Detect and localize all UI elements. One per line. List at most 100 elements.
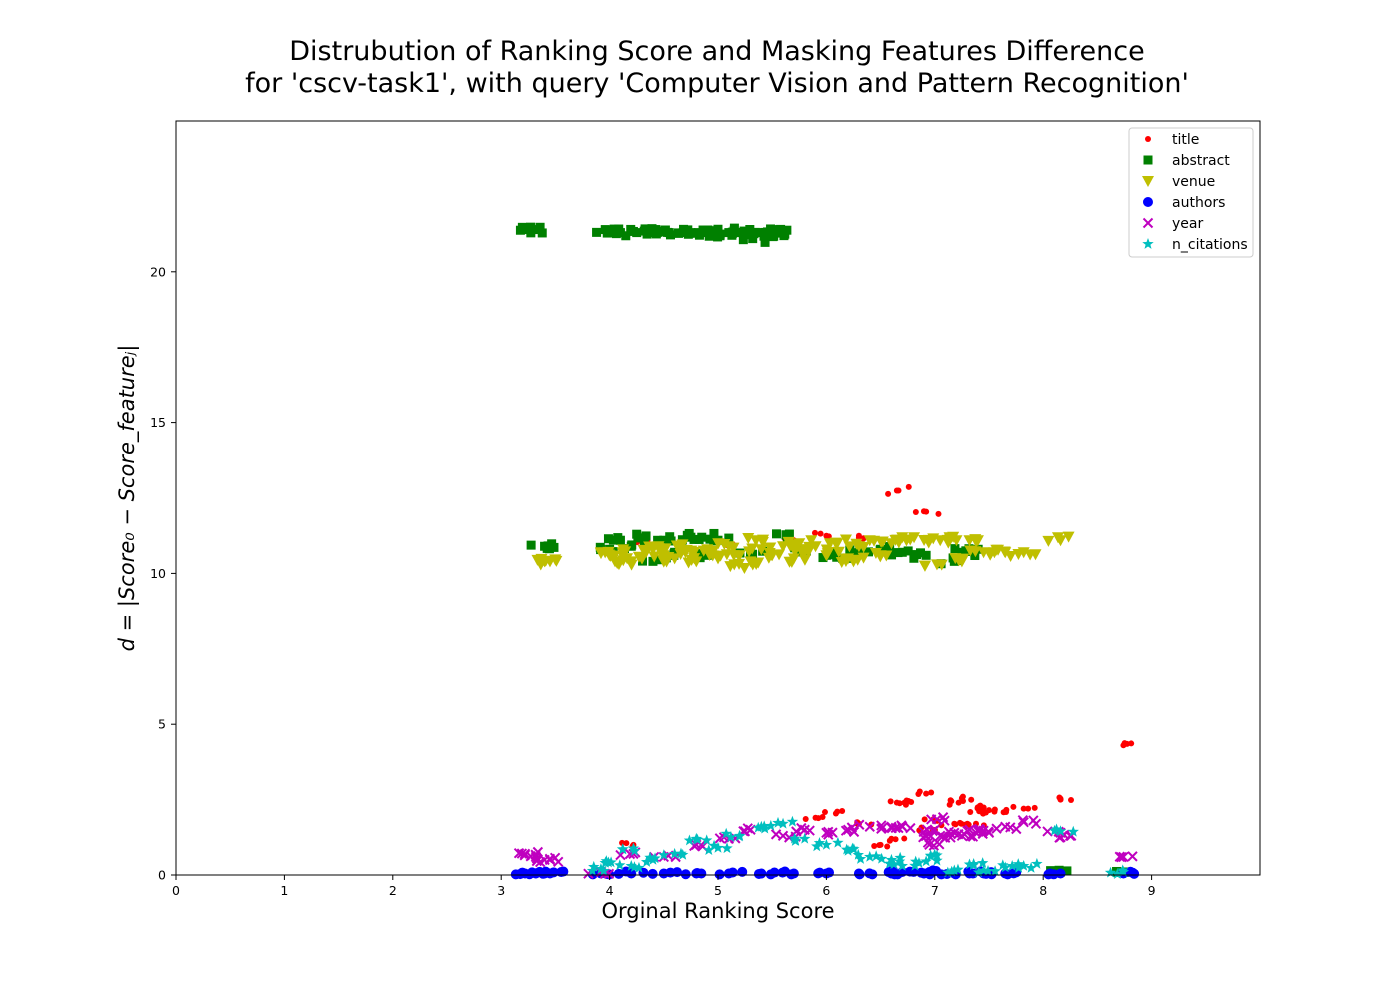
point-abstract	[592, 227, 602, 237]
point-n_citations	[708, 839, 720, 851]
point-venue	[697, 545, 710, 557]
legend-item-authors: authors	[1143, 195, 1225, 211]
point-title	[1124, 740, 1131, 747]
point-venue	[839, 534, 852, 546]
point-venue	[635, 553, 648, 565]
point-venue	[1012, 548, 1025, 560]
point-authors	[813, 868, 824, 879]
point-abstract	[697, 549, 707, 559]
point-year	[531, 853, 543, 864]
series-n_citations	[586, 815, 1130, 879]
point-title	[1010, 803, 1017, 810]
point-venue	[942, 537, 955, 549]
point-authors	[765, 869, 776, 880]
point-n_citations	[752, 821, 764, 833]
point-title	[912, 508, 919, 515]
point-year	[1017, 814, 1029, 826]
point-abstract	[727, 230, 737, 240]
point-abstract	[660, 225, 670, 235]
point-n_citations	[864, 850, 876, 862]
point-n_citations	[617, 843, 629, 855]
point-abstract	[684, 528, 694, 538]
legend-marker-n_citations	[1142, 238, 1154, 249]
point-n_citations	[893, 855, 906, 867]
point-n_citations	[668, 847, 681, 859]
point-n_citations	[588, 860, 600, 872]
y-tick-label: 0	[158, 868, 166, 883]
point-year	[1030, 818, 1042, 830]
point-year	[519, 850, 530, 861]
point-title	[811, 529, 818, 536]
x-tick-label: 3	[497, 883, 505, 898]
point-title	[1057, 795, 1064, 802]
x-axis-label: Orginal Ranking Score	[601, 899, 834, 923]
point-title	[623, 840, 630, 847]
point-n_citations	[598, 864, 610, 876]
point-title	[959, 793, 966, 800]
point-title	[839, 807, 846, 814]
point-authors	[530, 868, 541, 879]
point-n_citations	[885, 853, 898, 865]
point-venue	[799, 544, 812, 556]
point-authors	[538, 868, 549, 879]
point-authors	[714, 869, 725, 880]
point-abstract	[703, 225, 713, 235]
point-abstract	[526, 228, 536, 238]
point-abstract	[745, 225, 755, 235]
point-abstract	[704, 231, 714, 241]
point-n_citations	[972, 866, 985, 878]
point-abstract	[653, 227, 663, 237]
point-n_citations	[820, 838, 833, 850]
point-n_citations	[982, 864, 994, 876]
point-n_citations	[813, 837, 826, 848]
point-n_citations	[700, 834, 713, 846]
point-title	[885, 490, 892, 497]
point-year	[864, 821, 875, 832]
point-n_citations	[790, 834, 802, 846]
point-n_citations	[640, 856, 653, 867]
point-year	[918, 826, 929, 838]
point-n_citations	[658, 849, 670, 860]
point-authors	[854, 869, 865, 880]
point-year	[962, 825, 973, 837]
chart-title-line1: Distrubution of Ranking Score and Maskin…	[289, 36, 1144, 67]
point-abstract	[526, 222, 536, 232]
point-authors	[696, 868, 707, 879]
point-venue	[660, 556, 673, 568]
point-authors	[753, 868, 764, 879]
point-abstract	[633, 533, 643, 543]
point-venue	[784, 540, 797, 552]
point-year	[876, 823, 887, 834]
point-venue	[712, 538, 725, 550]
point-title	[619, 839, 626, 846]
point-abstract	[679, 224, 689, 234]
point-n_citations	[1017, 859, 1030, 871]
legend-label-venue: venue	[1172, 174, 1215, 190]
point-year	[905, 822, 916, 834]
legend-marker-abstract	[1143, 155, 1153, 165]
point-venue	[869, 547, 882, 559]
point-title	[901, 835, 908, 842]
point-abstract	[715, 231, 725, 241]
point-authors	[727, 867, 738, 878]
point-authors	[864, 868, 875, 879]
point-year	[840, 825, 852, 836]
point-abstract	[628, 226, 638, 236]
point-n_citations	[989, 865, 1001, 877]
point-n_citations	[675, 847, 687, 859]
point-year	[943, 826, 955, 837]
legend-label-abstract: abstract	[1172, 153, 1230, 169]
point-venue	[998, 546, 1011, 558]
point-abstract	[535, 222, 545, 232]
point-n_citations	[733, 830, 745, 842]
point-authors	[1127, 867, 1138, 878]
legend: title abstract venue authors year n_citations	[1128, 127, 1254, 258]
point-abstract	[893, 548, 903, 558]
point-n_citations	[628, 844, 641, 856]
point-abstract	[735, 228, 745, 238]
legend-marker-venue	[1142, 176, 1154, 187]
point-n_citations	[759, 822, 771, 834]
legend-item-year: year	[1142, 216, 1203, 232]
point-title	[1003, 809, 1010, 816]
chart-title-line2: for 'cscv-task1', with query 'Computer V…	[245, 68, 1189, 99]
